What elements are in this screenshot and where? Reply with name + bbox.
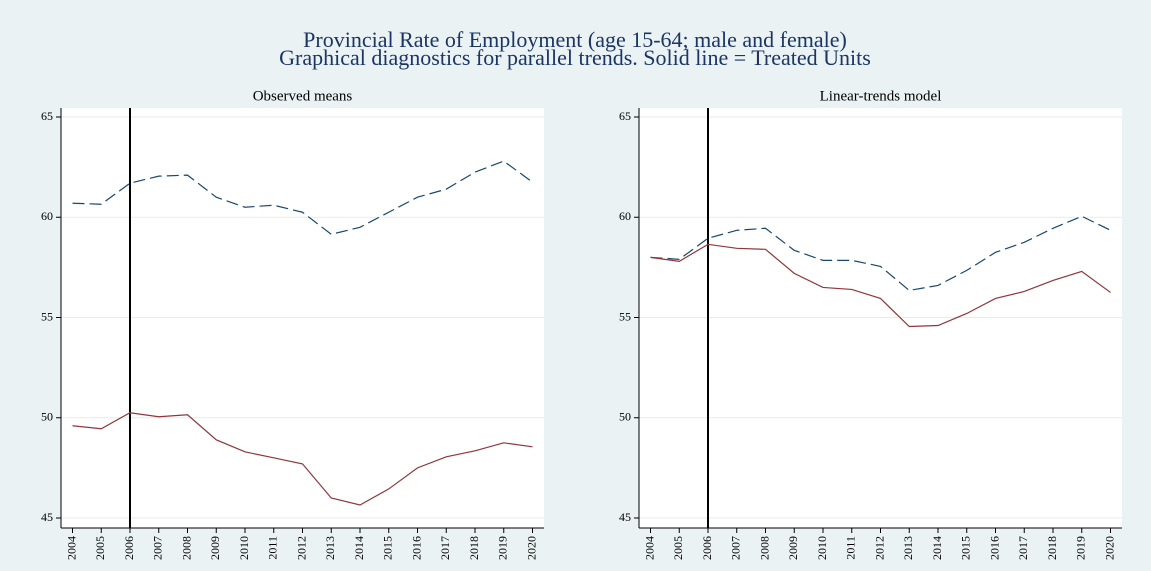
x-tick-label: 2010 <box>815 536 829 560</box>
x-tick-label: 2005 <box>671 536 685 560</box>
y-tick-label: 55 <box>619 309 631 323</box>
series-line <box>650 243 1111 328</box>
y-tick-label: 45 <box>41 510 53 524</box>
x-tick-label: 2012 <box>294 536 308 560</box>
x-tick-label: 2011 <box>266 536 280 560</box>
panel-title: Observed means <box>253 88 353 104</box>
x-tick-label: 2017 <box>438 536 452 560</box>
x-tick-label: 2017 <box>1016 536 1030 560</box>
y-tick-label: 60 <box>619 209 631 223</box>
x-tick-label: 2011 <box>844 536 858 560</box>
x-tick-label: 2012 <box>872 536 886 560</box>
y-tick-label: 50 <box>41 410 53 424</box>
x-tick-label: 2004 <box>64 536 78 560</box>
x-tick-label: 2005 <box>93 536 107 560</box>
series-line <box>72 160 533 235</box>
x-tick-label: 2004 <box>642 536 656 560</box>
x-tick-label: 2016 <box>409 536 423 560</box>
y-tick-label: 60 <box>41 209 53 223</box>
y-tick-label: 45 <box>619 510 631 524</box>
x-tick-label: 2013 <box>323 536 337 560</box>
x-tick-label: 2015 <box>381 536 395 560</box>
x-tick-label: 2020 <box>1102 536 1116 560</box>
x-tick-label: 2007 <box>729 536 743 560</box>
x-tick-label: 2016 <box>987 536 1001 560</box>
y-tick-label: 50 <box>619 410 631 424</box>
x-tick-label: 2006 <box>700 536 714 560</box>
x-tick-label: 2007 <box>151 536 165 560</box>
x-tick-label: 2020 <box>524 536 538 560</box>
x-tick-label: 2019 <box>496 536 510 560</box>
x-tick-label: 2006 <box>122 536 136 560</box>
x-tick-label: 2008 <box>757 536 771 560</box>
series-line <box>72 412 533 506</box>
x-tick-label: 2015 <box>959 536 973 560</box>
x-tick-label: 2014 <box>930 536 944 560</box>
x-tick-label: 2019 <box>1074 536 1088 560</box>
y-tick-label: 55 <box>41 309 53 323</box>
x-tick-label: 2018 <box>467 536 481 560</box>
x-tick-label: 2014 <box>352 536 366 560</box>
x-tick-label: 2009 <box>208 536 222 560</box>
x-tick-label: 2010 <box>237 536 251 560</box>
title: Provincial Rate of Employment (age 15-64… <box>303 27 847 52</box>
y-tick-label: 65 <box>41 109 53 123</box>
x-tick-label: 2008 <box>179 536 193 560</box>
series-line <box>650 215 1111 292</box>
y-tick-label: 65 <box>619 109 631 123</box>
subtitle: Graphical diagnostics for parallel trend… <box>279 45 871 70</box>
x-tick-label: 2009 <box>786 536 800 560</box>
x-tick-label: 2018 <box>1045 536 1059 560</box>
panel-title: Linear-trends model <box>820 88 942 104</box>
x-tick-label: 2013 <box>901 536 915 560</box>
